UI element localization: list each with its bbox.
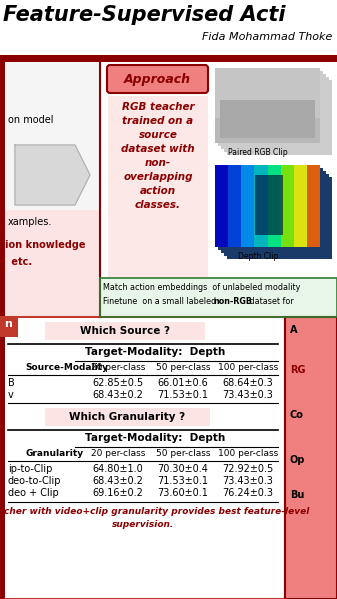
Text: 64.80±1.0: 64.80±1.0 [93, 464, 143, 474]
Text: 71.53±0.1: 71.53±0.1 [157, 390, 209, 400]
Text: 73.43±0.3: 73.43±0.3 [222, 476, 273, 486]
Text: Co: Co [290, 410, 304, 420]
Text: etc.: etc. [8, 257, 32, 267]
Text: Paired RGB Clip: Paired RGB Clip [228, 148, 288, 157]
Bar [241, 165, 254, 247]
Text: on model: on model [8, 115, 54, 125]
Text: Op: Op [290, 455, 305, 465]
Bar [215, 68, 320, 143]
Bar [224, 174, 329, 256]
Bar [215, 68, 320, 118]
Bar [0, 0, 337, 55]
Bar [0, 317, 285, 599]
Bar [227, 177, 332, 259]
Text: supervision.: supervision. [112, 520, 174, 529]
Bar [0, 62, 5, 317]
Text: Feature-Supervised Acti: Feature-Supervised Acti [3, 5, 285, 25]
Bar [100, 278, 337, 317]
Text: dataset for: dataset for [247, 297, 294, 306]
Bar [0, 210, 100, 317]
Bar [0, 317, 18, 337]
Text: Depth Clip: Depth Clip [238, 252, 278, 261]
Text: Granularity: Granularity [25, 449, 83, 458]
Text: non-RGB: non-RGB [213, 297, 252, 306]
Bar [294, 165, 307, 247]
Text: 68.64±0.3: 68.64±0.3 [223, 378, 273, 388]
Bar [218, 168, 323, 250]
Text: Target-Modality:  Depth: Target-Modality: Depth [85, 433, 225, 443]
Text: Bu: Bu [290, 490, 304, 500]
Text: 68.43±0.2: 68.43±0.2 [93, 390, 144, 400]
Bar [285, 317, 337, 599]
Bar [215, 68, 320, 143]
Bar [215, 165, 320, 247]
Bar [307, 165, 320, 247]
Bar [0, 317, 337, 599]
Text: Fida Mohammad Thoke: Fida Mohammad Thoke [202, 32, 332, 42]
Bar [0, 55, 337, 62]
Text: RGB teacher
trained on a
source
dataset with
non-
overlapping
action
classes.: RGB teacher trained on a source dataset … [121, 102, 195, 210]
Text: 100 per-class: 100 per-class [218, 449, 278, 458]
Text: deo-to-Clip: deo-to-Clip [8, 476, 61, 486]
Text: 71.53±0.1: 71.53±0.1 [157, 476, 209, 486]
Text: ion knowledge: ion knowledge [5, 240, 86, 250]
Text: 76.24±0.3: 76.24±0.3 [222, 488, 274, 498]
Text: 66.01±0.6: 66.01±0.6 [158, 378, 208, 388]
Bar [224, 77, 329, 152]
Bar [268, 165, 281, 247]
Bar [228, 165, 241, 247]
Text: v: v [8, 390, 14, 400]
Bar [0, 317, 285, 599]
Text: xamples.: xamples. [8, 217, 52, 227]
Text: Source-Modality: Source-Modality [25, 363, 108, 372]
Bar [281, 165, 294, 247]
Text: 73.60±0.1: 73.60±0.1 [158, 488, 209, 498]
Text: RG: RG [290, 365, 306, 375]
Bar [45, 408, 210, 426]
Text: 50 per-class: 50 per-class [156, 449, 210, 458]
Text: 73.43±0.3: 73.43±0.3 [222, 390, 273, 400]
Bar [218, 71, 323, 146]
Text: 68.43±0.2: 68.43±0.2 [93, 476, 144, 486]
Text: 69.16±0.2: 69.16±0.2 [93, 488, 144, 498]
Text: 70.30±0.4: 70.30±0.4 [158, 464, 209, 474]
Bar [220, 100, 315, 138]
Bar [100, 278, 337, 317]
Bar [0, 62, 337, 317]
Bar [221, 171, 326, 253]
Text: n: n [4, 319, 12, 329]
Text: 20 per-class: 20 per-class [91, 363, 145, 372]
Bar [215, 165, 228, 247]
Text: deo + Clip: deo + Clip [8, 488, 59, 498]
Bar [108, 96, 208, 281]
Text: Finetune  on a small labeled: Finetune on a small labeled [103, 297, 219, 306]
Text: w teacher with video+clip granularity provides best feature-level: w teacher with video+clip granularity pr… [0, 507, 310, 516]
Text: 20 per-class: 20 per-class [91, 449, 145, 458]
Text: Approach: Approach [123, 72, 190, 86]
Text: Which Granularity ?: Which Granularity ? [69, 412, 185, 422]
Bar [227, 80, 332, 155]
FancyBboxPatch shape [107, 65, 208, 93]
Text: ip-to-Clip: ip-to-Clip [8, 464, 52, 474]
Bar [285, 317, 337, 599]
Polygon shape [15, 145, 90, 205]
Text: 62.85±0.5: 62.85±0.5 [92, 378, 144, 388]
Text: 100 per-class: 100 per-class [218, 363, 278, 372]
Text: Which Source ?: Which Source ? [80, 326, 170, 336]
Text: Match action embeddings  of unlabeled modality: Match action embeddings of unlabeled mod… [103, 283, 300, 292]
Bar [45, 322, 205, 340]
Text: 50 per-class: 50 per-class [156, 363, 210, 372]
Text: 72.92±0.5: 72.92±0.5 [222, 464, 274, 474]
Bar [221, 74, 326, 149]
Bar [254, 165, 268, 247]
Bar [0, 62, 100, 317]
Bar [255, 175, 283, 235]
Text: B: B [8, 378, 15, 388]
Text: Target-Modality:  Depth: Target-Modality: Depth [85, 347, 225, 357]
Bar [0, 317, 5, 599]
Text: A: A [290, 325, 298, 335]
